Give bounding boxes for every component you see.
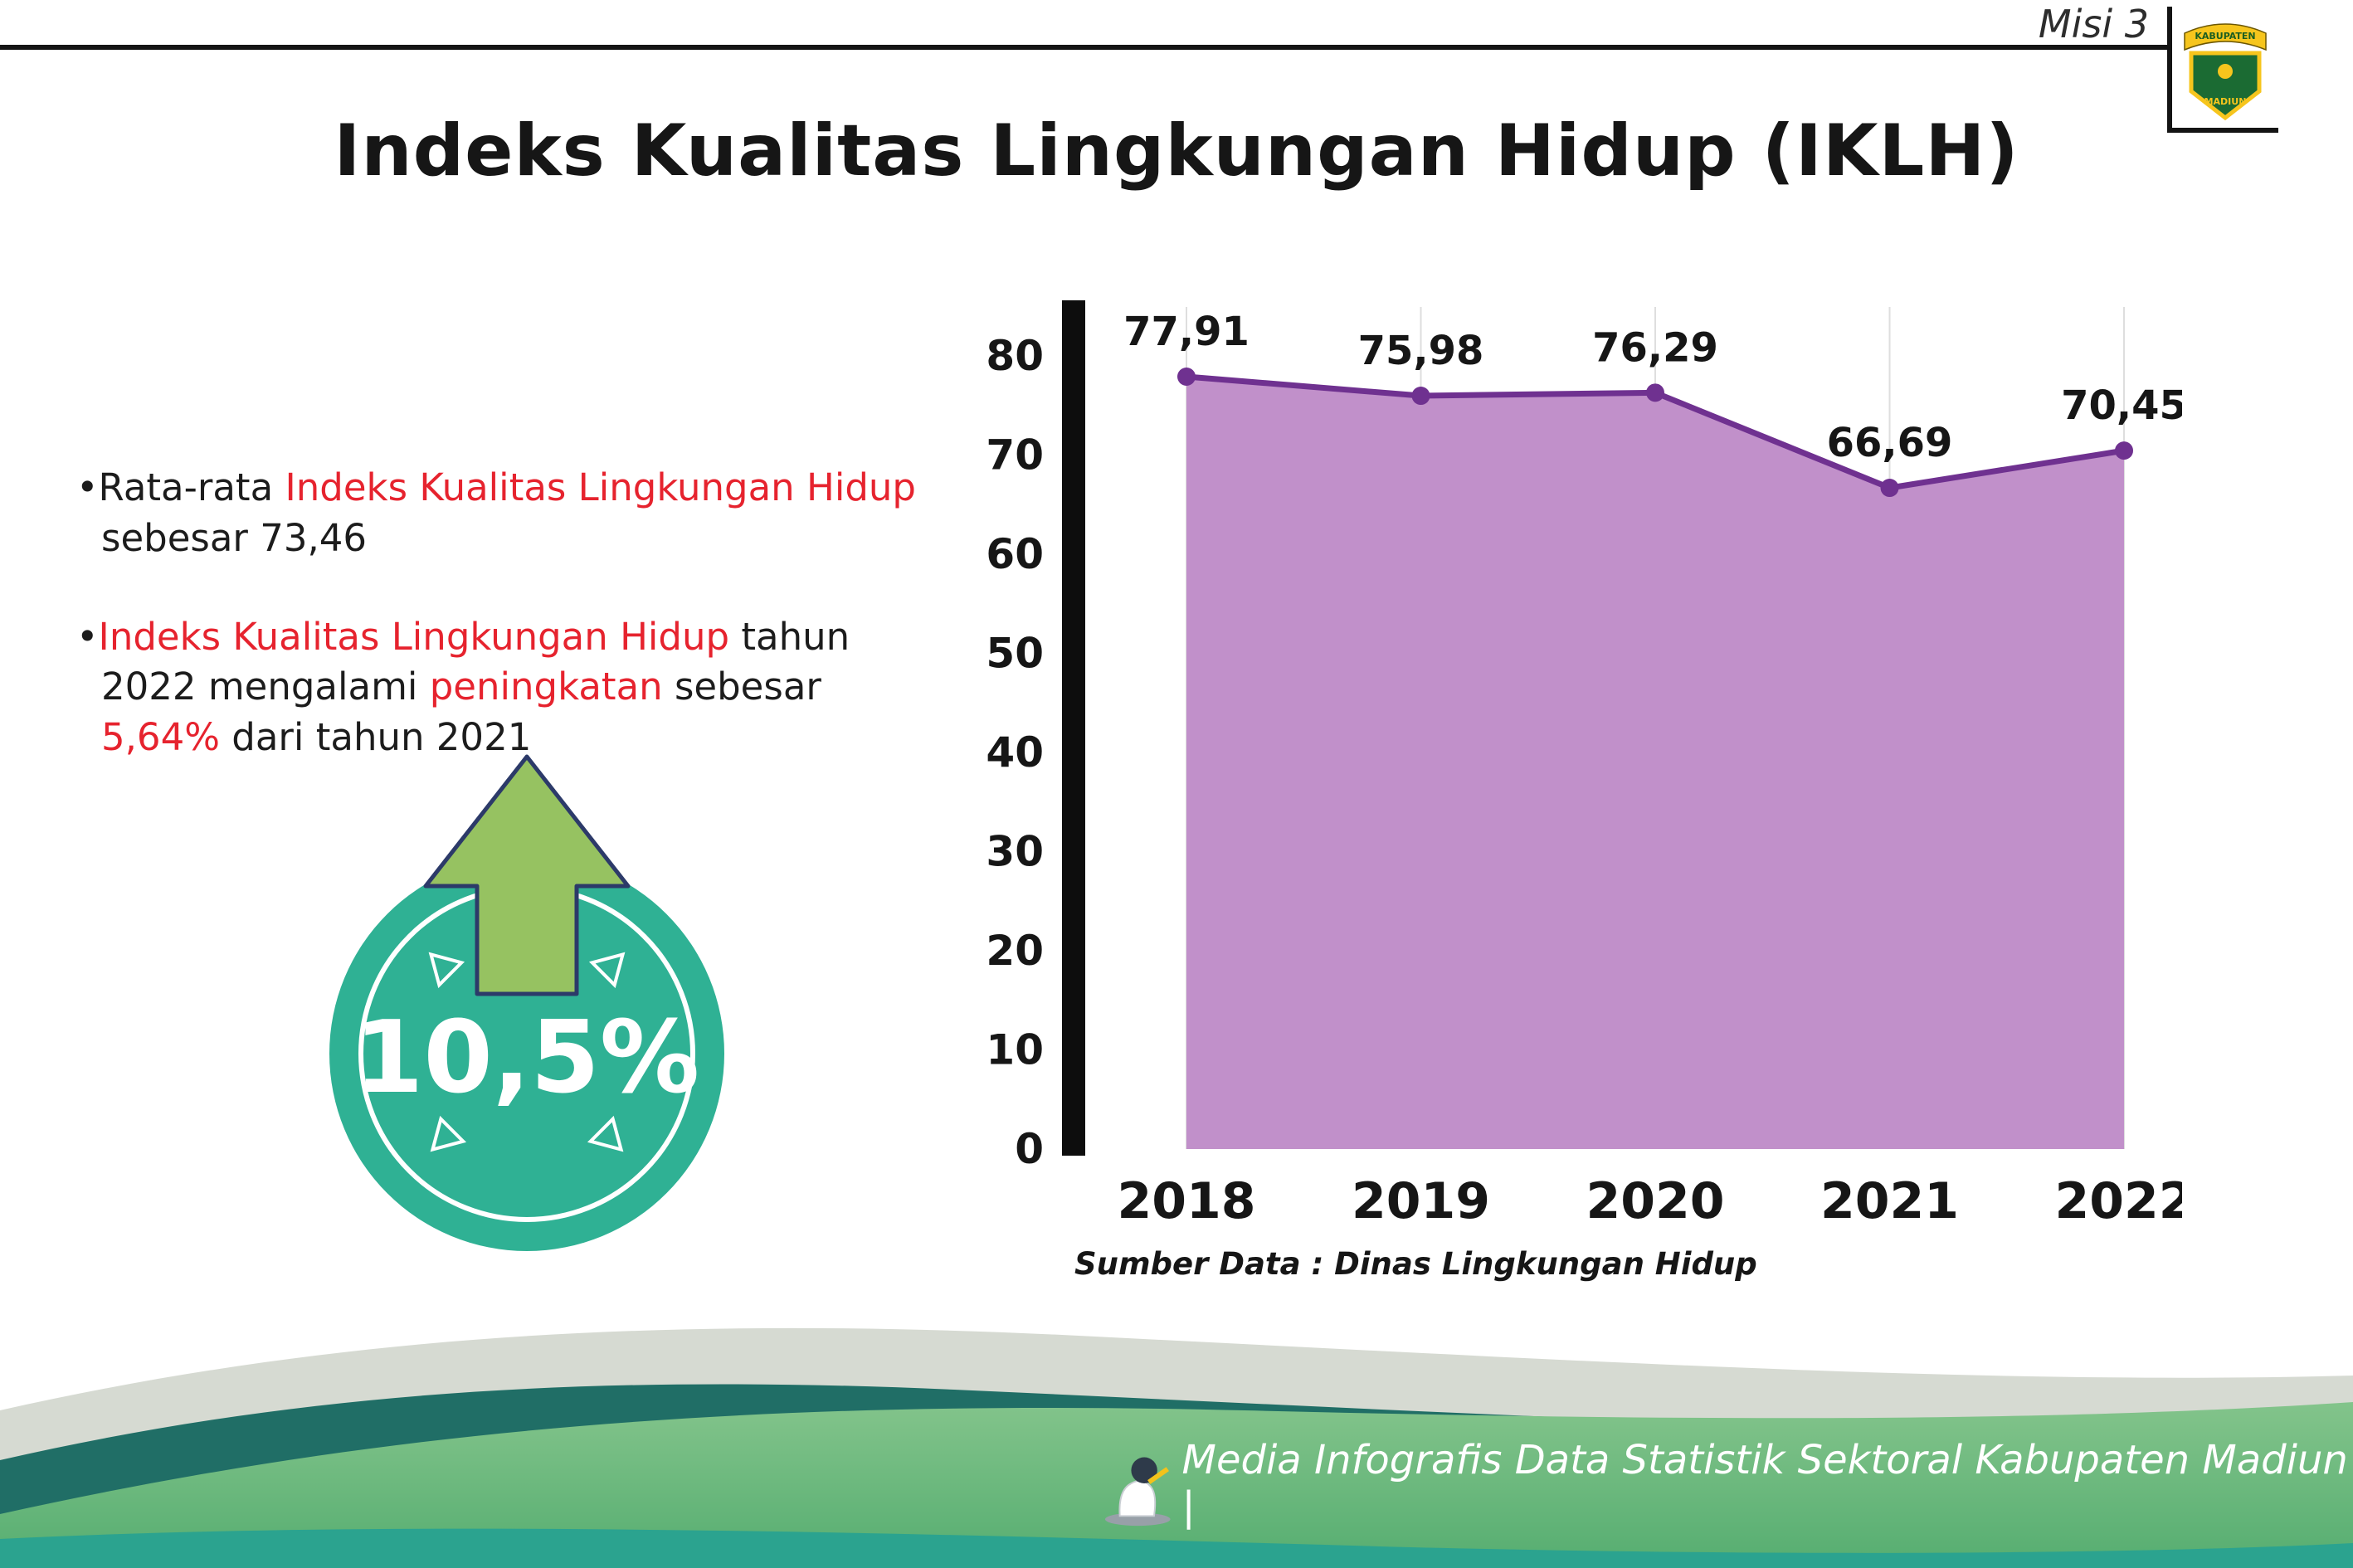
chart-point <box>1646 383 1664 402</box>
iklh-area-chart: 77,91 75,98 76,29 66,69 70,45 0 10 20 30 40 50 60 70… <box>986 300 2183 1230</box>
arrow-up-icon <box>423 754 631 996</box>
logo-text-top: KABUPATEN <box>2195 31 2255 41</box>
badge-value: 10,5% <box>354 1001 699 1116</box>
credit-text: Media Infografis Data Statistik Sektoral… <box>1181 1437 2348 1530</box>
chart-y-tick: 0 <box>1015 1125 1044 1173</box>
mascot-icon <box>1104 1457 1171 1527</box>
badge-circle <box>329 856 724 1251</box>
data-source-note: Sumber Data : Dinas Lingkungan Hidup <box>1074 1246 1757 1282</box>
note1-highlight: Indeks Kualitas Lingkungan Hidup <box>285 465 916 509</box>
note2-text-2: sebesar <box>662 665 821 709</box>
note1-text-2: sebesar 73,46 <box>101 515 368 560</box>
top-divider <box>0 45 2167 50</box>
chart-y-axis <box>1062 300 1085 1156</box>
notes-block: •Rata-rata Indeks Kualitas Lingkungan Hi… <box>76 463 939 763</box>
chart-y-tick: 40 <box>986 728 1044 777</box>
note2-text-1: tahun 2022 mengalami <box>101 614 850 709</box>
chart-y-tick: 30 <box>986 828 1044 876</box>
note2-text-3: dari tahun 2021 <box>219 715 532 759</box>
chart-point <box>1177 367 1196 386</box>
chart-y-tick: 50 <box>986 630 1044 678</box>
chart-x-label: 2019 <box>1352 1172 1490 1230</box>
note-average-iklh: •Rata-rata Indeks Kualitas Lingkungan Hi… <box>76 463 939 564</box>
chart-area <box>1186 376 2124 1150</box>
chart-x-label: 2020 <box>1586 1172 1725 1230</box>
chart-y-tick: 20 <box>986 927 1044 975</box>
note-increase-iklh: •Indeks Kualitas Lingkungan Hidup tahun … <box>76 612 939 763</box>
note2-highlight-2: peningkatan <box>429 665 663 709</box>
chart-y-tick: 10 <box>986 1026 1044 1074</box>
note2-bullet: • <box>76 614 99 659</box>
misi-label: Misi 3 <box>2038 2 2149 46</box>
chart-value-label: 75,98 <box>1358 328 1484 374</box>
chart-point <box>2115 441 2133 460</box>
chart-y-tick: 60 <box>986 530 1044 578</box>
chart-y-tick: 80 <box>986 332 1044 380</box>
logo-crest-icon: KABUPATEN MADIUN <box>2184 23 2267 121</box>
kabupaten-madiun-logo: KABUPATEN MADIUN <box>2167 7 2278 133</box>
chart-point <box>1411 387 1430 406</box>
chart-value-label: 76,29 <box>1592 324 1718 371</box>
chart-point <box>1880 479 1899 498</box>
chart-x-label: 2022 <box>2055 1172 2183 1230</box>
footer-waves <box>0 1327 2353 1568</box>
page-title: Indeks Kualitas Lingkungan Hidup (IKLH) <box>334 110 2019 192</box>
increase-badge: 10,5% <box>329 754 724 1251</box>
chart-y-tick: 70 <box>986 431 1044 480</box>
chart-value-label: 66,69 <box>1827 420 1953 466</box>
chart-value-label: 77,91 <box>1123 309 1250 355</box>
badge-tick-triangles <box>428 952 626 1152</box>
note1-text: •Rata-rata <box>76 465 285 509</box>
chart-value-label: 70,45 <box>2061 382 2182 429</box>
footer-credit: Media Infografis Data Statistik Sektoral… <box>1103 1437 2353 1530</box>
note2-highlight-3: 5,64% <box>101 715 220 759</box>
logo-text-bottom: MADIUN <box>2204 96 2247 107</box>
chart-x-label: 2018 <box>1118 1172 1256 1230</box>
chart-x-label: 2021 <box>1820 1172 1959 1230</box>
note2-highlight-1: Indeks Kualitas Lingkungan Hidup <box>98 614 730 659</box>
